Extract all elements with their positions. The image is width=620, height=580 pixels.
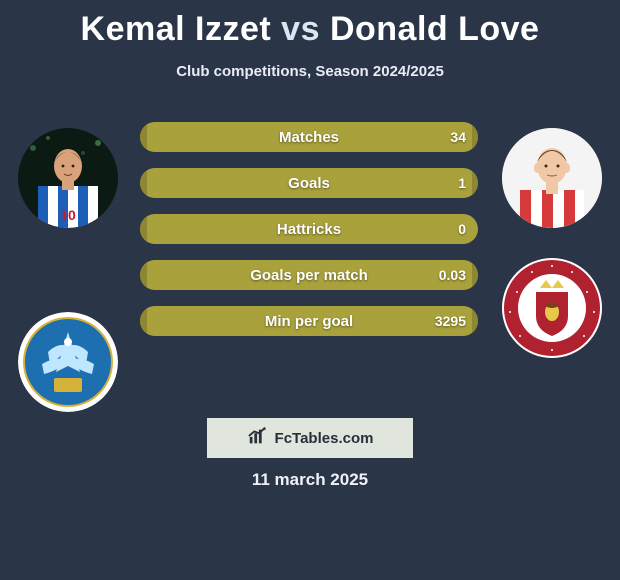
stat-label: Hattricks [140,214,478,244]
player2-portrait [502,128,602,228]
date-text: 11 march 2025 [0,470,620,490]
stat-right-value: 1 [458,168,466,198]
page-title: Kemal Izzet vs Donald Love [0,0,620,49]
stat-row-goals: Goals 1 [140,168,478,198]
player2-name: Donald Love [330,10,540,48]
watermark-text: FcTables.com [275,430,374,447]
stat-right-value: 34 [450,122,466,152]
stat-right-value: 0 [458,214,466,244]
watermark: FcTables.com [207,418,413,458]
stat-row-matches: Matches 34 [140,122,478,152]
stat-label: Goals [140,168,478,198]
chart-icon [247,425,269,451]
stat-row-goals-per-match: Goals per match 0.03 [140,260,478,290]
vs-separator: vs [281,10,320,48]
player2-club-crest [502,258,602,358]
stat-label: Goals per match [140,260,478,290]
player1-portrait: 10 [18,128,118,228]
stat-label: Matches [140,122,478,152]
stat-right-value: 0.03 [439,260,466,290]
stat-row-hattricks: Hattricks 0 [140,214,478,244]
player1-club-crest [18,312,118,412]
stats-container: Matches 34 Goals 1 Hattricks 0 Goals per… [140,122,478,352]
stat-right-value: 3295 [435,306,466,336]
svg-text:10: 10 [60,207,76,223]
stat-row-min-per-goal: Min per goal 3295 [140,306,478,336]
player1-name: Kemal Izzet [81,10,272,48]
subtitle: Club competitions, Season 2024/2025 [0,63,620,80]
stat-label: Min per goal [140,306,478,336]
